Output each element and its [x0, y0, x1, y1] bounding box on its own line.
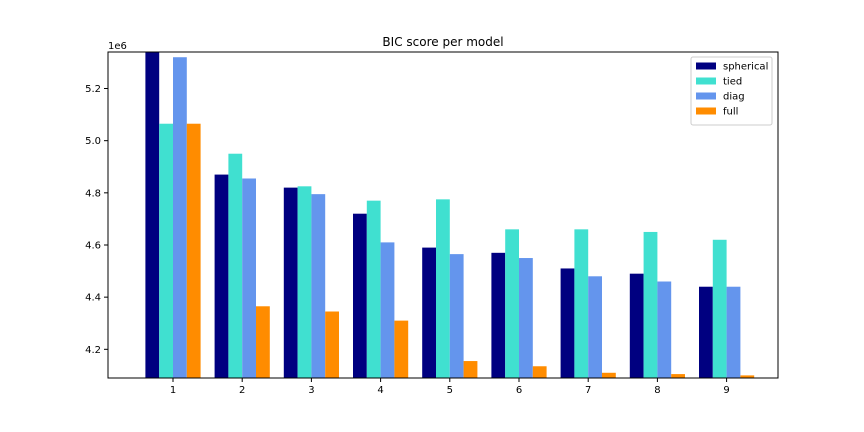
bar-tied-8	[643, 231, 658, 378]
x-tick-label: 6	[516, 385, 522, 396]
bar-spherical-4	[353, 213, 367, 378]
bar-full-1	[186, 123, 201, 378]
y-tick-label: 5.0	[85, 136, 101, 147]
y-tick-label: 4.6	[85, 240, 101, 251]
bar-spherical-5	[422, 247, 436, 378]
y-tick-label: 5.2	[85, 84, 101, 95]
bar-tied-1	[159, 123, 173, 378]
bar-diag-2	[242, 178, 256, 378]
bar-diag-4	[380, 242, 395, 378]
x-axis: 1 2 3 4 5 6 7 8 9	[170, 378, 730, 396]
legend-label-diag: diag	[723, 92, 745, 103]
legend-swatch-spherical	[696, 62, 716, 70]
y-axis: 4.2 4.4 4.6 4.8 5.0 5.2	[85, 84, 108, 356]
bar-spherical-3	[283, 187, 298, 378]
bar-tied-4	[366, 200, 381, 378]
plot-frame	[107, 51, 779, 379]
bar-diag-5	[449, 254, 464, 378]
bar-full-3	[325, 311, 339, 378]
bar-full-4	[394, 320, 409, 378]
bar-full-2	[256, 306, 270, 378]
x-tick-label: 3	[308, 385, 314, 396]
y-tick-label: 4.8	[85, 188, 101, 199]
bar-full-5	[463, 361, 478, 378]
legend-label-full: full	[723, 107, 738, 118]
bar-tied-6	[505, 229, 519, 378]
bar-tied-2	[228, 153, 243, 378]
chart-title: BIC score per model	[382, 35, 503, 49]
x-tick-label: 8	[654, 385, 660, 396]
bar-full-9	[740, 375, 755, 378]
legend-swatch-diag	[696, 92, 716, 100]
bar-spherical-9	[699, 286, 713, 378]
bar-spherical-8	[629, 273, 644, 378]
legend-swatch-full	[696, 107, 716, 115]
bar-full-8	[671, 374, 685, 378]
y-tick-label: 4.4	[85, 293, 101, 304]
bar-diag-8	[657, 281, 672, 378]
x-tick-label: 7	[585, 385, 591, 396]
bar-diag-3	[311, 194, 326, 378]
bar-diag-7	[588, 276, 602, 378]
bar-full-7	[602, 372, 616, 378]
bar-tied-3	[297, 186, 312, 378]
bar-full-6	[532, 366, 547, 378]
legend-label-tied: tied	[723, 77, 742, 88]
bar-spherical-1	[145, 52, 160, 378]
bar-tied-9	[712, 239, 727, 378]
bar-diag-9	[726, 286, 741, 378]
x-tick-label: 4	[377, 385, 383, 396]
bars-group	[145, 52, 755, 378]
legend-label-spherical: spherical	[723, 62, 768, 73]
y-axis-scale-label: 1e6	[108, 41, 127, 52]
x-tick-label: 2	[239, 385, 245, 396]
bar-diag-1	[173, 57, 187, 378]
legend-swatch-tied	[696, 77, 716, 85]
bar-spherical-6	[491, 252, 506, 378]
bar-spherical-2	[214, 174, 229, 378]
legend: spherical tied diag full	[690, 56, 773, 126]
bar-spherical-7	[560, 268, 575, 378]
x-tick-label: 9	[723, 385, 729, 396]
x-tick-label: 5	[447, 385, 453, 396]
y-tick-label: 4.2	[85, 345, 101, 356]
bar-tied-5	[436, 199, 450, 378]
bar-tied-7	[574, 229, 589, 378]
bar-diag-6	[519, 258, 533, 378]
x-tick-label: 1	[170, 385, 176, 396]
